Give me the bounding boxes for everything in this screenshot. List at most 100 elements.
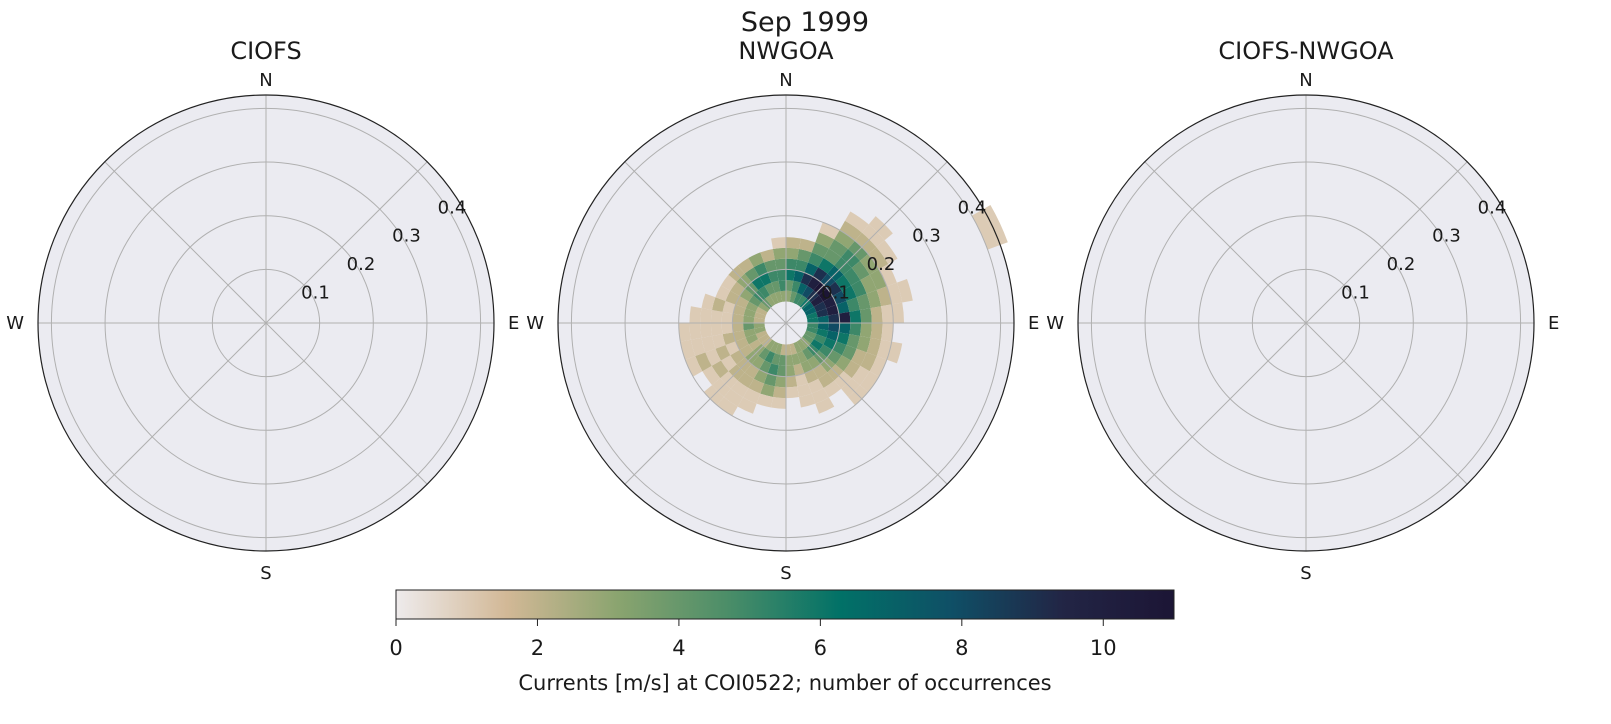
histogram-cell	[823, 248, 842, 266]
radial-tick-label: 0.2	[1387, 254, 1416, 275]
histogram-cell	[780, 290, 786, 302]
colorbar-tick-label: 2	[531, 636, 544, 660]
histogram-cell	[737, 397, 757, 414]
histogram-cell	[851, 280, 867, 298]
histogram-cell	[712, 297, 726, 312]
histogram-cell	[800, 360, 813, 374]
panel-title: CIOFS	[230, 37, 301, 65]
histogram-cell	[769, 292, 779, 305]
histogram-cell	[680, 339, 696, 360]
histogram-cell	[799, 393, 816, 408]
histogram-cell	[836, 300, 850, 314]
histogram-cell	[876, 339, 892, 360]
histogram-cell	[846, 297, 860, 312]
histogram-cell	[754, 311, 766, 320]
colorbar-label: Currents [m/s] at COI0522; number of occ…	[518, 671, 1051, 695]
histogram-cell	[739, 288, 754, 302]
direction-label: W	[526, 313, 544, 334]
histogram-cell	[802, 285, 814, 299]
histogram-cell	[791, 280, 801, 293]
histogram-cell	[721, 311, 734, 323]
direction-label: S	[1300, 563, 1311, 584]
histogram-cell	[823, 380, 842, 398]
histogram-cell	[759, 272, 772, 286]
histogram-cell	[771, 353, 781, 366]
histogram-cell	[859, 308, 872, 323]
histogram-cell	[765, 295, 776, 307]
angular-grid-line	[265, 161, 428, 324]
histogram-cell	[793, 363, 805, 376]
histogram-cell	[743, 323, 755, 331]
histogram-cell	[896, 278, 913, 303]
histogram-cell	[811, 388, 829, 404]
histogram-cell	[807, 355, 821, 370]
histogram-cell	[793, 270, 805, 283]
histogram-cell	[818, 288, 833, 302]
histogram-cell	[774, 343, 783, 355]
histogram-cell	[735, 337, 749, 350]
direction-label: W	[1046, 313, 1064, 334]
figure-title: Sep 1999	[741, 7, 869, 38]
angular-grid-line	[1144, 161, 1307, 324]
direction-label: W	[6, 313, 24, 334]
histogram-cell	[774, 258, 786, 271]
histogram-cell	[685, 356, 703, 377]
histogram-cell	[786, 375, 798, 388]
histogram-cell	[836, 332, 850, 346]
histogram-cell	[849, 309, 862, 323]
polar-panels: 0.1 0.2 0.3 0.4 N E S W CIOFS 0.1 0.2 0.3 0.4 N E S W NWG…	[6, 37, 1559, 584]
histogram-cell	[881, 304, 894, 323]
histogram-cell	[695, 352, 712, 372]
histogram-cell	[771, 280, 781, 293]
histogram-cell	[786, 237, 801, 250]
histogram-cell	[710, 323, 723, 337]
histogram-cell	[786, 280, 794, 292]
histogram-cell	[832, 341, 847, 356]
histogram-cell	[795, 373, 809, 387]
radial-tick-label: 0.1	[821, 283, 850, 304]
histogram-cell	[819, 222, 840, 240]
polar-frame	[1077, 94, 1535, 552]
histogram-cell	[804, 306, 817, 316]
histogram-cell	[841, 285, 857, 301]
histogram-cell	[769, 341, 779, 354]
radial-tick-label: 0.4	[958, 197, 987, 218]
histogram-cell	[839, 220, 862, 241]
histogram-cell	[743, 328, 756, 338]
histogram-cell	[807, 276, 821, 291]
colorbar-tick-label: 10	[1090, 636, 1117, 660]
angular-grid-line	[785, 322, 948, 485]
histogram-cell	[715, 285, 731, 301]
histogram-cell	[751, 276, 765, 291]
histogram-cell	[816, 328, 829, 338]
histogram-cell	[771, 396, 786, 409]
histogram-cell	[856, 293, 871, 310]
histogram-cell	[754, 326, 766, 335]
histogram-cell	[891, 302, 905, 323]
histogram-cell	[810, 339, 824, 351]
histogram-cell	[733, 330, 746, 342]
histogram-cell	[725, 290, 740, 305]
histogram-cell	[701, 293, 716, 310]
histogram-cell	[758, 302, 770, 313]
direction-label: E	[1548, 313, 1559, 334]
histogram-cell	[813, 334, 827, 345]
histogram-cell	[720, 274, 737, 291]
histogram-cell	[797, 282, 808, 296]
radial-tick-label: 0.2	[347, 254, 376, 275]
histogram-cell	[797, 350, 808, 364]
histogram-cell	[818, 344, 833, 358]
histogram-cell	[859, 254, 879, 275]
histogram-cell	[796, 339, 807, 351]
polar-panel-1: 0.1 0.2 0.3 0.4 N E S W NWGOA	[526, 37, 1039, 584]
direction-label: E	[1028, 313, 1039, 334]
colorbar-tick-label: 4	[672, 636, 685, 660]
histogram-cell	[796, 295, 807, 307]
radial-tick-label: 0.2	[867, 254, 896, 275]
histogram-cell	[689, 306, 702, 323]
histogram-cell	[732, 313, 744, 323]
histogram-cell	[823, 337, 837, 350]
histogram-cell	[743, 388, 761, 404]
histogram-cell	[806, 326, 818, 335]
